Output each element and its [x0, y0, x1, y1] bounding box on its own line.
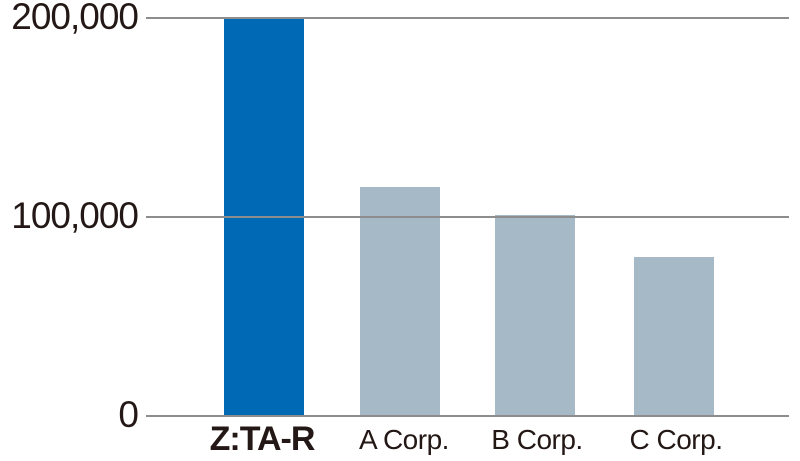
y-tick-label-100000: 100,000 [11, 195, 139, 236]
x-tick-label-c-corp: C Corp. [629, 424, 723, 455]
x-tick-label-a-corp: A Corp. [359, 424, 449, 455]
bar-a-corp [360, 187, 440, 416]
gridline-100000 [146, 216, 789, 218]
x-tick-label-b-corp: B Corp. [491, 424, 583, 455]
x-axis-line [146, 415, 789, 417]
y-tick-label-200000: 200,000 [11, 0, 139, 37]
y-tick-label-0: 0 [118, 394, 139, 435]
gridline-200000 [146, 17, 789, 19]
x-tick-label-ztar: Z:TA-R [209, 420, 316, 458]
bar-b-corp [495, 215, 575, 416]
bar-c-corp [634, 257, 714, 416]
